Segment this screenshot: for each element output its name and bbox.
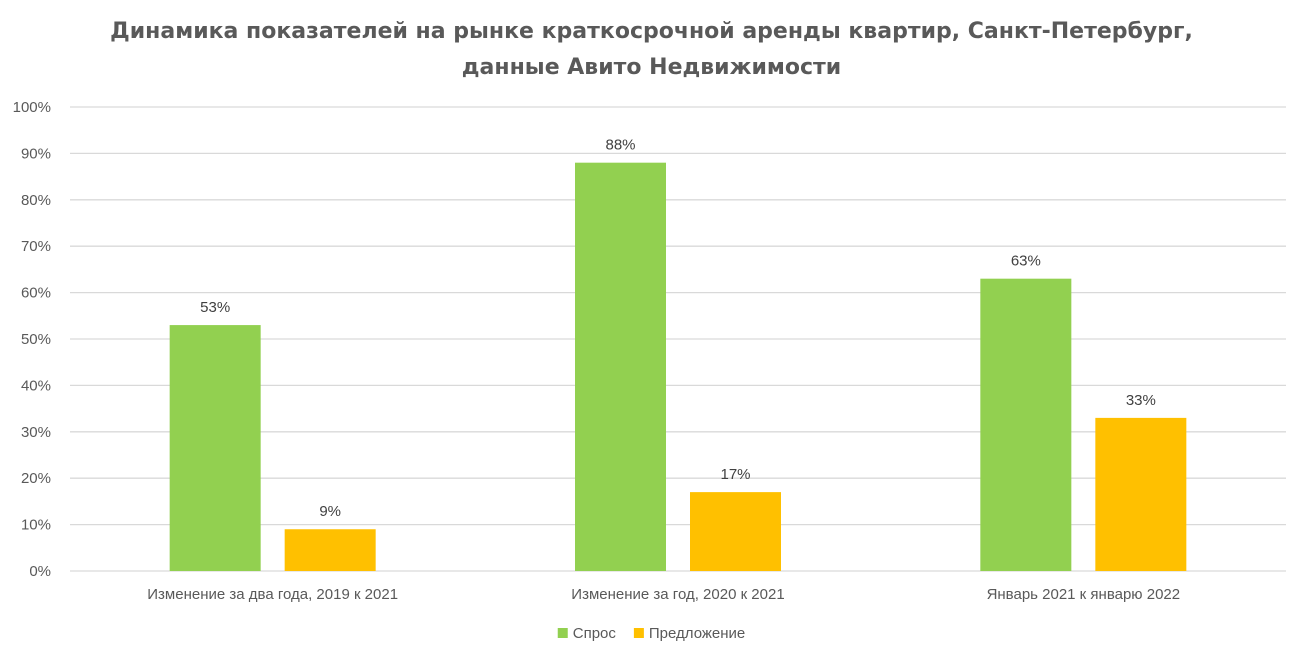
y-tick-label: 20% bbox=[21, 470, 51, 487]
bar-demand bbox=[169, 325, 261, 571]
y-tick-label: 80% bbox=[21, 192, 51, 209]
data-label: 53% bbox=[200, 299, 230, 316]
data-label: 9% bbox=[319, 503, 341, 520]
legend-item: Спрос bbox=[557, 625, 617, 642]
grid-lines bbox=[70, 106, 1286, 572]
y-tick-label: 40% bbox=[21, 377, 51, 394]
y-tick-label: 0% bbox=[29, 563, 51, 580]
bar-demand bbox=[575, 162, 666, 571]
data-label: 63% bbox=[1011, 253, 1041, 270]
chart-title-line-1: Динамика показателей на рынке краткосроч… bbox=[110, 19, 1193, 44]
y-axis-tick-labels: 0% 10% 20% 30% 40% 50% 60% 70% 80% 90% 100% bbox=[13, 99, 51, 580]
bar-supply bbox=[690, 492, 781, 571]
legend-item: Предложение bbox=[633, 625, 745, 642]
bar-supply bbox=[284, 529, 376, 571]
y-tick-label: 10% bbox=[21, 517, 51, 534]
bar-demand bbox=[980, 278, 1072, 571]
data-label: 33% bbox=[1126, 392, 1156, 409]
chart-title: Динамика показателей на рынке краткосроч… bbox=[0, 14, 1303, 86]
legend-swatch bbox=[557, 628, 568, 638]
x-tick-label: Изменение за год, 2020 к 2021 bbox=[571, 586, 784, 603]
x-axis-tick-labels: Изменение за два года, 2019 к 2021 Измене… bbox=[147, 586, 1180, 603]
x-tick-label: Январь 2021 к январю 2022 bbox=[987, 586, 1181, 603]
y-tick-label: 60% bbox=[21, 285, 51, 302]
y-tick-label: 90% bbox=[21, 145, 51, 162]
chart-title-line-2: данные Авито Недвижимости bbox=[461, 55, 842, 80]
y-tick-label: 70% bbox=[21, 238, 51, 255]
legend-label: Спрос bbox=[573, 625, 617, 642]
y-tick-label: 100% bbox=[13, 99, 51, 116]
x-tick-label: Изменение за два года, 2019 к 2021 bbox=[147, 586, 398, 603]
legend-label: Предложение bbox=[649, 625, 745, 642]
legend-swatch bbox=[633, 628, 644, 638]
data-labels: 53% 9% 88% 17% 63% 33% bbox=[200, 137, 1156, 521]
bar-supply bbox=[1095, 417, 1187, 571]
data-label: 88% bbox=[605, 137, 635, 154]
bars bbox=[169, 162, 1187, 571]
y-tick-label: 50% bbox=[21, 331, 51, 348]
y-tick-label: 30% bbox=[21, 424, 51, 441]
data-label: 17% bbox=[720, 466, 750, 483]
legend: Спрос Предложение bbox=[557, 625, 745, 642]
